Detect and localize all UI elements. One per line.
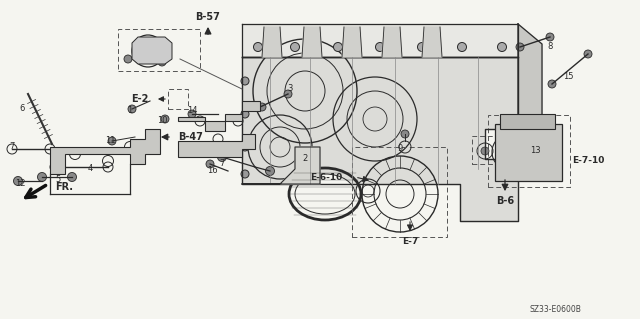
Bar [118,29,200,71]
Circle shape [546,33,554,41]
Circle shape [241,110,249,118]
Polygon shape [132,37,172,64]
Text: 7: 7 [10,143,15,152]
Circle shape [241,77,249,85]
Circle shape [258,103,266,111]
Text: 2: 2 [302,154,308,164]
Bar [488,115,570,187]
Text: 12: 12 [15,180,25,189]
Text: B-57: B-57 [196,12,220,22]
Circle shape [284,90,292,98]
Circle shape [521,173,529,181]
Circle shape [158,58,166,66]
Circle shape [241,170,249,178]
Circle shape [333,42,342,51]
Text: 5: 5 [56,174,61,183]
Circle shape [291,42,300,51]
Circle shape [67,173,77,182]
Circle shape [376,42,385,51]
Text: E-2: E-2 [131,94,148,104]
Polygon shape [342,27,362,57]
Text: 11: 11 [105,137,115,145]
Text: 6: 6 [19,105,25,114]
Ellipse shape [295,174,355,214]
Text: B-47: B-47 [178,132,203,142]
Circle shape [108,137,116,145]
Circle shape [481,147,489,155]
Circle shape [401,130,409,138]
Polygon shape [422,27,442,57]
Circle shape [458,42,467,51]
Text: 4: 4 [88,165,93,174]
Polygon shape [382,27,402,57]
Text: 14: 14 [187,107,197,115]
Polygon shape [242,24,518,57]
Text: E-7: E-7 [402,236,418,246]
Text: 8: 8 [547,42,553,51]
Polygon shape [500,114,555,129]
Text: 15: 15 [563,72,573,81]
Circle shape [516,43,524,51]
Circle shape [218,152,227,161]
Circle shape [124,55,132,63]
Circle shape [13,176,22,186]
Circle shape [253,42,262,51]
Circle shape [497,42,506,51]
Text: SZ33-E0600B: SZ33-E0600B [529,305,581,314]
Circle shape [417,42,426,51]
Text: 1: 1 [127,107,132,115]
Polygon shape [302,27,322,57]
Text: 13: 13 [530,146,540,155]
Circle shape [38,173,47,182]
Text: 16: 16 [207,167,218,175]
Text: E-6-10: E-6-10 [310,173,342,182]
Circle shape [161,115,169,123]
Circle shape [548,80,556,88]
Circle shape [188,110,196,118]
Polygon shape [178,101,260,131]
Bar [472,136,507,164]
Text: 3: 3 [287,85,292,93]
Text: 7: 7 [220,160,225,168]
Polygon shape [242,147,320,184]
Text: FR.: FR. [55,182,73,192]
Polygon shape [262,27,282,57]
Polygon shape [178,134,255,157]
Circle shape [266,167,275,175]
Circle shape [206,160,214,168]
Polygon shape [242,57,518,221]
Polygon shape [495,124,562,181]
Circle shape [241,143,249,151]
Text: 10: 10 [157,116,167,125]
Polygon shape [50,129,160,174]
Circle shape [128,105,136,113]
Text: 9: 9 [397,145,403,153]
Text: E-7-10: E-7-10 [572,157,604,166]
Bar [168,89,188,109]
Bar [352,147,447,237]
Circle shape [584,50,592,58]
Polygon shape [518,24,542,147]
Text: B-6: B-6 [496,196,514,206]
